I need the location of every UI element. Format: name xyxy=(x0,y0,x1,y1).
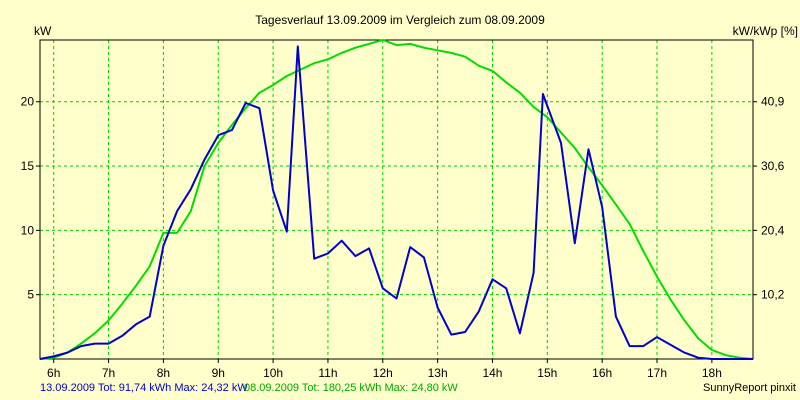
x-tick-label-2: 8h xyxy=(157,366,170,380)
chart-title: Tagesverlauf 13.09.2009 im Vergleich zum… xyxy=(255,13,545,27)
x-tick-label-12: 18h xyxy=(702,366,722,380)
x-tick-label-4: 10h xyxy=(263,366,283,380)
x-tick-label-7: 13h xyxy=(428,366,448,380)
horizontal-gridlines xyxy=(40,101,753,296)
y-left-tick-label-1: 10 xyxy=(21,223,35,237)
y-left-tick-label-3: 20 xyxy=(21,95,35,109)
x-tick-label-3: 9h xyxy=(212,366,225,380)
x-tick-label-1: 7h xyxy=(102,366,115,380)
legend-series-2: 08.09.2009 Tot: 180,25 kWh Max: 24,80 kW xyxy=(244,382,458,394)
legend-series-1: 13.09.2009 Tot: 91,74 kWh Max: 24,32 kW xyxy=(40,382,248,394)
series-line-13.09.2009 xyxy=(39,45,753,360)
x-tick-label-0: 6h xyxy=(47,366,60,380)
x-tick-label-5: 11h xyxy=(318,366,337,380)
y-left-tick-label-2: 15 xyxy=(21,159,35,173)
y-axis-left-label: kW xyxy=(34,24,52,38)
series-layer xyxy=(39,39,754,360)
x-tick-label-9: 15h xyxy=(537,366,557,380)
y-right-tick-label-1: 20,4 xyxy=(761,223,785,237)
x-tick-label-8: 14h xyxy=(482,366,502,380)
axis-ticks: 6h 7h 8h 9h 10h 11h 12h 13h 14h 15h 16h 17h 18h 5 10 15… xyxy=(21,95,785,380)
x-tick-label-10: 16h xyxy=(592,366,612,380)
credit-text: SunnyReport pinxit xyxy=(703,382,796,394)
y-right-tick-label-0: 10,2 xyxy=(761,288,785,302)
x-tick-label-6: 12h xyxy=(373,366,393,380)
y-right-tick-label-2: 30,6 xyxy=(761,159,785,173)
y-right-tick-label-3: 40,9 xyxy=(761,95,785,109)
y-axis-right-label: kW/kWp [%] xyxy=(733,24,798,38)
series-line-08.09.2009 xyxy=(39,39,754,360)
plot-frame xyxy=(39,39,754,360)
x-tick-label-11: 17h xyxy=(647,366,667,380)
y-left-tick-label-0: 5 xyxy=(27,288,34,302)
